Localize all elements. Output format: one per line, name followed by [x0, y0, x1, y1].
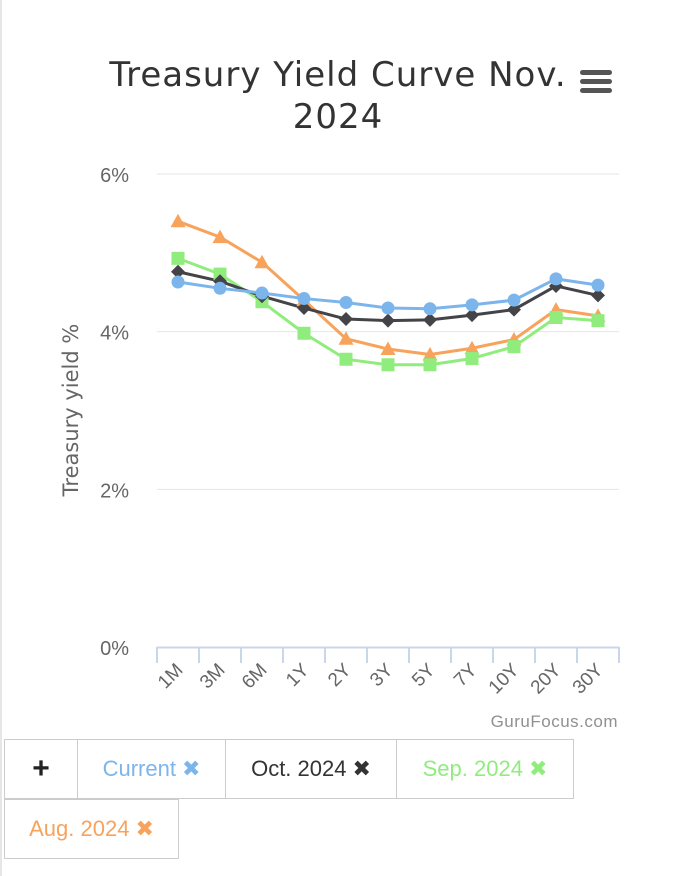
y-tick-label: 2% — [100, 480, 129, 502]
data-point — [339, 295, 353, 309]
yield-curve-chart: Treasury yield % 0% 2% 4% 6% 1M 3M 6M 1Y 2Y 3Y 5Y 7… — [59, 165, 620, 698]
data-point — [507, 340, 521, 354]
remove-series-icon[interactable]: ✖ — [181, 756, 201, 781]
legend-item-oct-2024[interactable]: Oct. 2024 ✖ — [225, 739, 397, 799]
hamburger-menu-icon[interactable] — [576, 66, 616, 100]
x-tick-label: 30Y — [569, 659, 608, 698]
data-point — [591, 278, 605, 292]
data-point — [549, 310, 563, 324]
data-point — [381, 313, 395, 328]
legend-item-aug-2024[interactable]: Aug. 2024 ✖ — [4, 799, 179, 859]
data-point — [591, 288, 605, 303]
legend-item-current[interactable]: Current ✖ — [77, 739, 226, 799]
x-tick-label: 20Y — [527, 659, 566, 698]
data-point — [339, 312, 353, 327]
data-point — [171, 275, 185, 289]
data-point — [254, 254, 270, 269]
data-point — [422, 347, 438, 361]
legend-item-label: Aug. 2024 — [29, 816, 130, 841]
data-point — [297, 326, 311, 340]
legend-item-label: Oct. 2024 — [251, 756, 347, 781]
data-point — [213, 267, 227, 281]
add-series-button[interactable]: + — [4, 739, 78, 799]
data-point — [212, 229, 228, 244]
data-point — [381, 301, 395, 315]
x-tick-label: 1M — [154, 660, 188, 694]
chart-title: Treasury Yield Curve Nov. 2024 — [109, 55, 567, 137]
legend-item-label: Sep. 2024 — [422, 756, 523, 781]
x-tick-label: 10Y — [485, 659, 524, 698]
data-point — [549, 272, 563, 286]
data-point — [380, 341, 396, 356]
legend-item-sep-2024[interactable]: Sep. 2024 ✖ — [396, 739, 574, 799]
x-tick-label: 3Y — [366, 659, 398, 691]
add-series-label: + — [32, 752, 50, 785]
x-tick-label: 2Y — [324, 659, 356, 691]
data-point — [339, 352, 353, 366]
data-point — [465, 298, 479, 312]
legend-item-label: Current — [102, 756, 176, 781]
data-point — [297, 292, 311, 306]
data-point — [465, 308, 479, 323]
data-point — [591, 314, 605, 328]
data-point — [423, 312, 437, 327]
data-point — [213, 281, 227, 295]
data-point — [423, 302, 437, 316]
data-point — [171, 264, 185, 279]
credit-label: GuruFocus.com — [490, 712, 618, 731]
data-point — [465, 351, 479, 365]
data-point — [338, 331, 354, 345]
x-tick-label: 3M — [196, 660, 230, 694]
data-point — [423, 358, 437, 372]
data-point — [507, 302, 521, 317]
data-point — [381, 358, 395, 372]
data-point — [170, 213, 186, 228]
remove-series-icon[interactable]: ✖ — [135, 816, 154, 841]
y-tick-label: 0% — [100, 638, 129, 660]
data-point — [464, 340, 480, 355]
x-tick-label: 5Y — [408, 659, 440, 691]
data-point — [255, 286, 269, 300]
y-tick-label: 6% — [100, 165, 129, 187]
y-tick-label: 4% — [100, 323, 129, 345]
y-axis-title: Treasury yield % — [59, 324, 83, 498]
x-tick-label: 6M — [238, 660, 272, 694]
page-left-border — [0, 0, 2, 876]
x-tick-label: 1Y — [282, 659, 314, 691]
remove-series-icon[interactable]: ✖ — [528, 756, 548, 781]
data-point — [507, 293, 521, 307]
x-tick-label: 7Y — [450, 659, 482, 691]
data-point — [297, 301, 311, 316]
remove-series-icon[interactable]: ✖ — [352, 756, 371, 781]
data-point — [171, 251, 185, 265]
